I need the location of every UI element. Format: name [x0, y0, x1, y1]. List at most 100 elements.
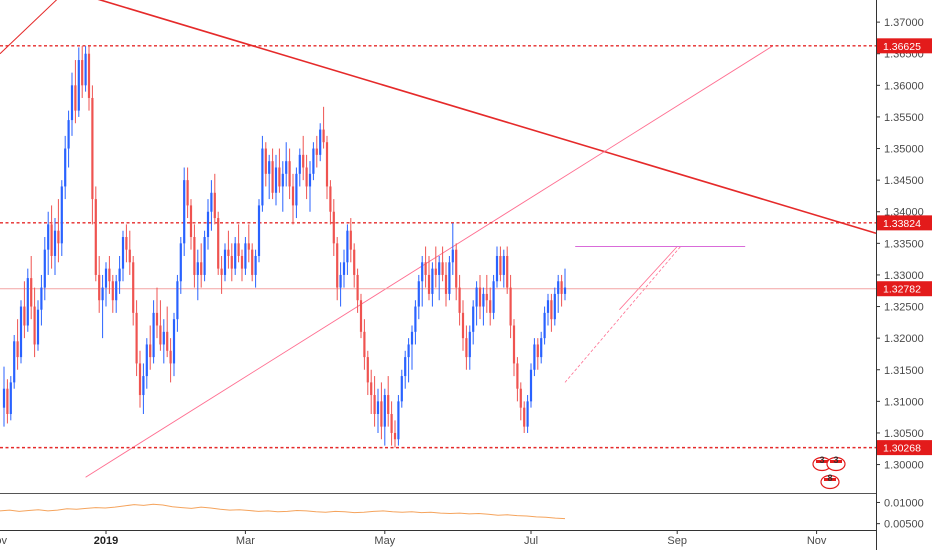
candle-body — [325, 142, 329, 187]
candle — [176, 274, 179, 332]
candle — [274, 154, 278, 206]
candle-body — [23, 306, 26, 326]
event-count: 8 — [827, 473, 832, 483]
candle-body — [230, 255, 233, 269]
candle-body — [183, 180, 186, 244]
candle — [40, 274, 43, 326]
candle-body — [220, 268, 223, 275]
candle — [465, 325, 468, 370]
candle — [523, 401, 526, 433]
candle-body — [438, 262, 441, 275]
candle-body — [349, 230, 352, 250]
candle-body — [308, 173, 312, 187]
price-level-badge — [877, 440, 932, 456]
price-level-label: 1.32782 — [883, 284, 921, 296]
candle — [268, 154, 271, 200]
candle — [251, 243, 254, 282]
candle-body — [431, 268, 434, 294]
events-layer[interactable]: 3 38 — [812, 455, 846, 490]
candle-body — [424, 262, 427, 275]
candle-body — [305, 167, 308, 187]
price-axis[interactable]: 1.370001.365001.360001.355001.350001.345… — [876, 17, 932, 472]
candle — [217, 211, 220, 275]
candle — [478, 274, 482, 320]
candle — [234, 237, 237, 275]
candle-body — [421, 262, 424, 282]
candle — [104, 262, 108, 307]
candle-body — [247, 243, 250, 250]
candle-body — [543, 312, 546, 339]
candle — [261, 135, 264, 212]
candle-body — [427, 274, 431, 294]
candle-body — [536, 344, 539, 358]
candle — [472, 300, 475, 345]
candle-body — [407, 344, 410, 358]
price-tick-label: 1.33500 — [884, 238, 924, 250]
candle-body — [138, 363, 142, 396]
candle — [495, 246, 499, 288]
candle-body — [519, 388, 522, 408]
event-flag-stripe — [830, 460, 842, 463]
candle — [121, 230, 125, 282]
price-level-label: 1.36625 — [883, 41, 921, 53]
candle — [57, 199, 60, 263]
candle — [414, 300, 417, 345]
candle-body — [77, 60, 80, 111]
candle-body — [359, 300, 363, 332]
candle — [383, 388, 386, 446]
candle-body — [540, 338, 543, 358]
candle — [47, 211, 50, 275]
candle — [128, 230, 131, 275]
candle — [563, 268, 567, 301]
candle — [410, 325, 414, 370]
candle — [295, 167, 298, 219]
candle-body — [155, 312, 159, 326]
candle-body — [332, 211, 335, 244]
time-axis[interactable]: Nov 2019 Mar May Jul Sep Nov — [0, 530, 827, 547]
candle-body — [223, 249, 227, 275]
candle — [145, 338, 148, 389]
candle — [200, 243, 203, 288]
candle — [298, 148, 301, 187]
candle — [482, 287, 485, 326]
candle-body — [404, 357, 407, 377]
candle-body — [560, 281, 563, 294]
candle — [376, 388, 380, 433]
candle — [230, 243, 233, 282]
candle — [536, 338, 539, 370]
oscillator-line — [0, 503, 566, 520]
candle-body — [478, 287, 482, 307]
candle — [390, 401, 393, 446]
candle — [353, 243, 356, 288]
price-level-badge — [877, 215, 932, 231]
candle-body — [489, 300, 492, 313]
candle — [118, 255, 121, 294]
candle-body — [121, 237, 125, 269]
candle-body — [458, 287, 461, 313]
candle — [98, 255, 101, 313]
event-flag-icon[interactable]: 8 — [820, 473, 840, 490]
candle — [366, 350, 369, 396]
candle-body — [203, 237, 206, 275]
candle — [506, 246, 509, 294]
candle-body — [108, 268, 111, 282]
candle — [278, 148, 281, 193]
candle — [247, 224, 250, 263]
event-flag-stripe — [824, 478, 836, 481]
price-tick-label: 1.34500 — [884, 175, 924, 187]
candle — [91, 85, 94, 225]
candle — [159, 300, 162, 351]
candle — [155, 287, 159, 339]
event-flag-icon[interactable]: 3 — [826, 455, 846, 472]
candle — [455, 243, 458, 301]
candle — [407, 338, 410, 383]
candle-body — [281, 173, 284, 187]
candle — [125, 224, 128, 263]
candle — [291, 173, 295, 225]
candle — [557, 274, 560, 313]
candle-body — [285, 161, 288, 174]
candle-body — [142, 376, 145, 396]
candle — [64, 135, 67, 200]
candle-body — [465, 338, 468, 358]
